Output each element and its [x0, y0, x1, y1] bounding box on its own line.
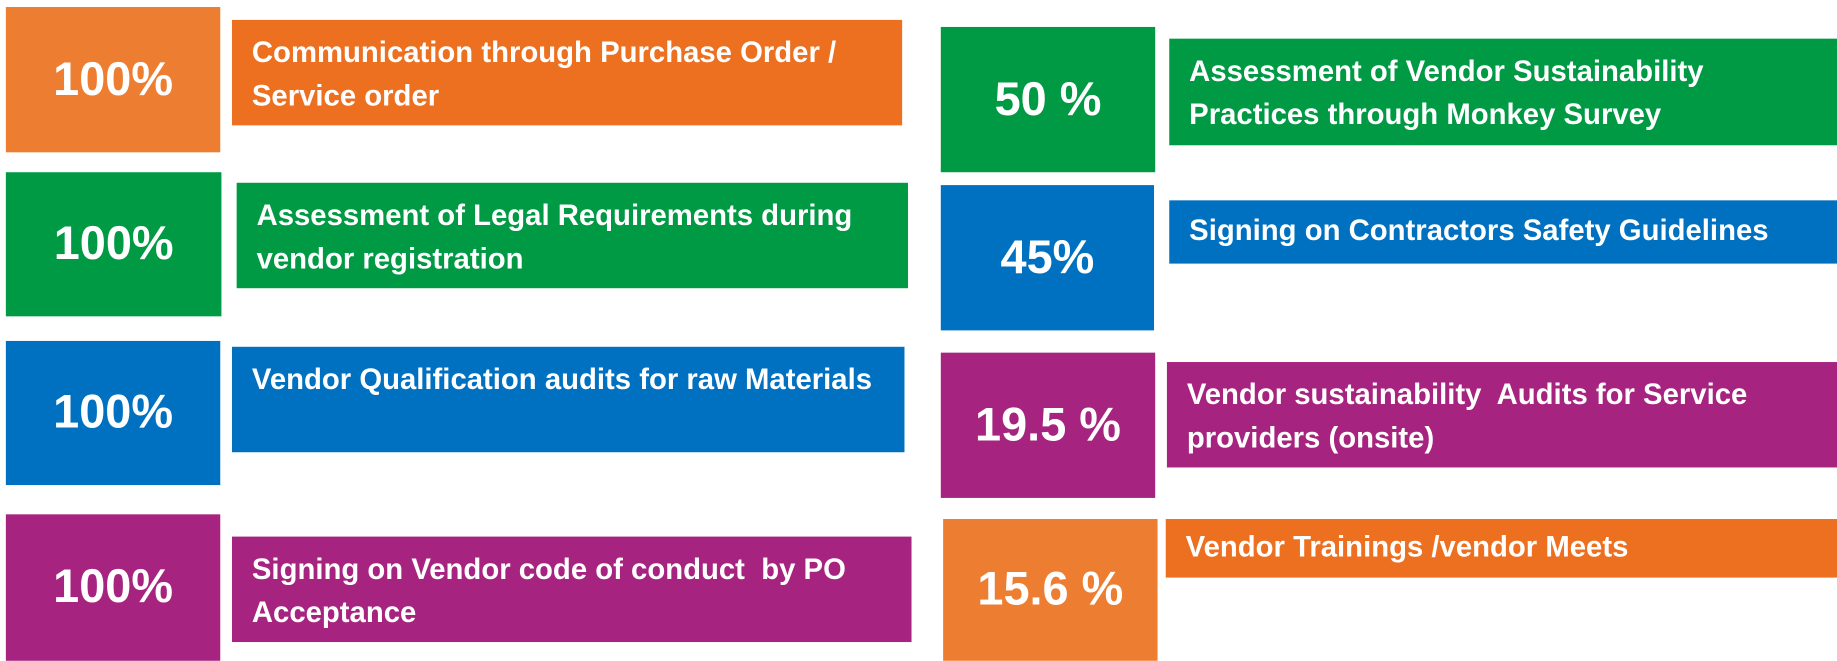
- percent-box: 100%: [5, 514, 221, 661]
- percent-box: 15.6 %: [943, 519, 1158, 661]
- percent-box: 45%: [940, 185, 1155, 331]
- percent-box: 19.5 %: [940, 352, 1156, 498]
- label-box: Vendor Trainings /vendor Meets: [1165, 519, 1837, 578]
- percent-box: 100%: [5, 7, 221, 153]
- percent-box: 100%: [5, 172, 222, 317]
- percent-box: 100%: [5, 340, 221, 486]
- label-box: Assessment of Legal Requirements during …: [236, 182, 908, 289]
- label-box: Communication through Purchase Order / S…: [231, 19, 903, 126]
- label-box: Assessment of Vendor Sustainability Prac…: [1169, 38, 1837, 146]
- label-box: Vendor Qualification audits for raw Mate…: [231, 346, 905, 453]
- label-box: Signing on Contractors Safety Guidelines: [1169, 200, 1837, 264]
- label-box: Vendor sustainability Audits for Service…: [1166, 362, 1837, 468]
- label-box: Signing on Vendor code of conduct by PO …: [231, 536, 912, 643]
- percent-box: 50 %: [940, 26, 1156, 173]
